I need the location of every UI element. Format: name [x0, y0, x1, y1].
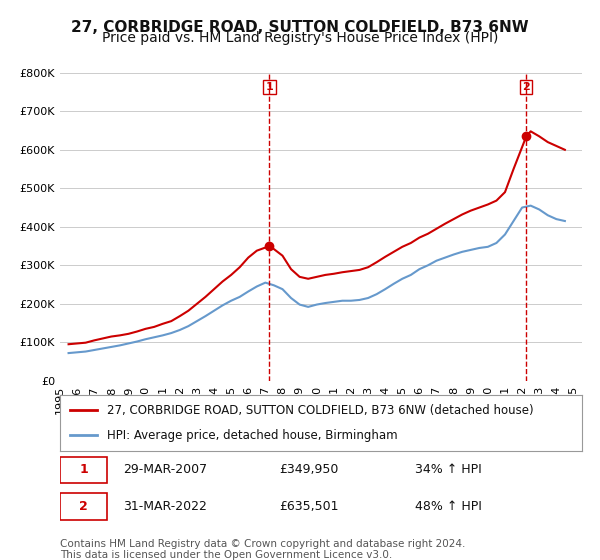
Text: 27, CORBRIDGE ROAD, SUTTON COLDFIELD, B73 6NW: 27, CORBRIDGE ROAD, SUTTON COLDFIELD, B7… [71, 20, 529, 35]
FancyBboxPatch shape [60, 493, 107, 520]
Text: 2: 2 [523, 82, 530, 92]
Text: £349,950: £349,950 [279, 464, 338, 477]
Text: 1: 1 [79, 464, 88, 477]
Text: 27, CORBRIDGE ROAD, SUTTON COLDFIELD, B73 6NW (detached house): 27, CORBRIDGE ROAD, SUTTON COLDFIELD, B7… [107, 404, 533, 417]
Text: 31-MAR-2022: 31-MAR-2022 [122, 500, 206, 513]
Text: Contains HM Land Registry data © Crown copyright and database right 2024.
This d: Contains HM Land Registry data © Crown c… [60, 539, 466, 560]
Text: 48% ↑ HPI: 48% ↑ HPI [415, 500, 482, 513]
Text: 2: 2 [79, 500, 88, 513]
FancyBboxPatch shape [60, 456, 107, 483]
Text: HPI: Average price, detached house, Birmingham: HPI: Average price, detached house, Birm… [107, 428, 398, 442]
Text: 34% ↑ HPI: 34% ↑ HPI [415, 464, 482, 477]
Text: 29-MAR-2007: 29-MAR-2007 [122, 464, 207, 477]
Text: £635,501: £635,501 [279, 500, 339, 513]
Text: Price paid vs. HM Land Registry's House Price Index (HPI): Price paid vs. HM Land Registry's House … [102, 31, 498, 45]
Text: 1: 1 [266, 82, 274, 92]
